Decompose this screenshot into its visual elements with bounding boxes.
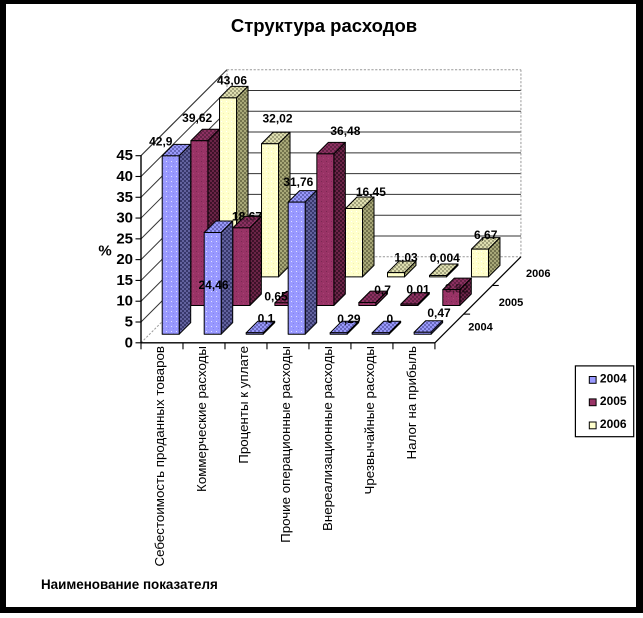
svg-text:Себестоимость проданных товаро: Себестоимость проданных товаров	[152, 346, 167, 566]
svg-text:30: 30	[116, 210, 133, 227]
svg-text:36,48: 36,48	[330, 124, 360, 138]
svg-text:2005: 2005	[499, 297, 523, 309]
svg-text:5: 5	[125, 314, 133, 331]
svg-text:25: 25	[116, 230, 133, 247]
svg-text:18,67: 18,67	[232, 210, 262, 224]
svg-text:0,47: 0,47	[427, 306, 451, 320]
svg-text:Наименование показателя: Наименование показателя	[41, 577, 218, 592]
svg-text:3,82: 3,82	[445, 282, 469, 296]
svg-text:0,65: 0,65	[264, 289, 288, 303]
svg-text:16,45: 16,45	[356, 185, 386, 199]
svg-text:Коммерческие расходы: Коммерческие расходы	[194, 346, 209, 492]
svg-text:43,06: 43,06	[217, 74, 247, 88]
svg-text:Прочие операционные расходы: Прочие операционные расходы	[278, 346, 293, 543]
svg-text:2006: 2006	[600, 417, 627, 431]
svg-text:35: 35	[116, 189, 133, 206]
svg-text:40: 40	[116, 168, 133, 185]
svg-text:0,01: 0,01	[406, 282, 430, 296]
svg-text:24,46: 24,46	[198, 278, 228, 292]
svg-text:Проценты к уплате: Проценты к уплате	[236, 346, 251, 464]
svg-text:6,67: 6,67	[474, 228, 498, 242]
svg-text:10: 10	[116, 293, 133, 310]
svg-text:45: 45	[116, 147, 133, 164]
svg-text:32,02: 32,02	[262, 111, 292, 125]
svg-text:31,76: 31,76	[283, 175, 313, 189]
svg-text:0,29: 0,29	[337, 312, 361, 326]
svg-text:2005: 2005	[600, 394, 627, 408]
svg-text:42,9: 42,9	[149, 135, 173, 149]
svg-text:%: %	[98, 243, 111, 260]
svg-text:0: 0	[387, 312, 394, 326]
svg-text:0: 0	[125, 334, 133, 351]
svg-text:Налог на прибыль: Налог на прибыль	[404, 346, 419, 459]
svg-text:20: 20	[116, 251, 133, 268]
svg-text:0,1: 0,1	[258, 312, 275, 326]
svg-text:2006: 2006	[526, 268, 550, 280]
svg-text:2004: 2004	[468, 321, 493, 333]
svg-text:0,004: 0,004	[430, 251, 460, 265]
svg-text:Чрезвычайные расходы: Чрезвычайные расходы	[362, 346, 377, 495]
svg-text:Внереализационные расходы: Внереализационные расходы	[320, 346, 335, 531]
svg-text:0,7: 0,7	[374, 283, 391, 297]
svg-text:Структура расходов: Структура расходов	[231, 15, 417, 36]
svg-text:15: 15	[116, 272, 133, 289]
svg-text:1,03: 1,03	[394, 251, 418, 265]
svg-text:39,62: 39,62	[182, 111, 212, 125]
svg-text:2004: 2004	[600, 372, 627, 386]
